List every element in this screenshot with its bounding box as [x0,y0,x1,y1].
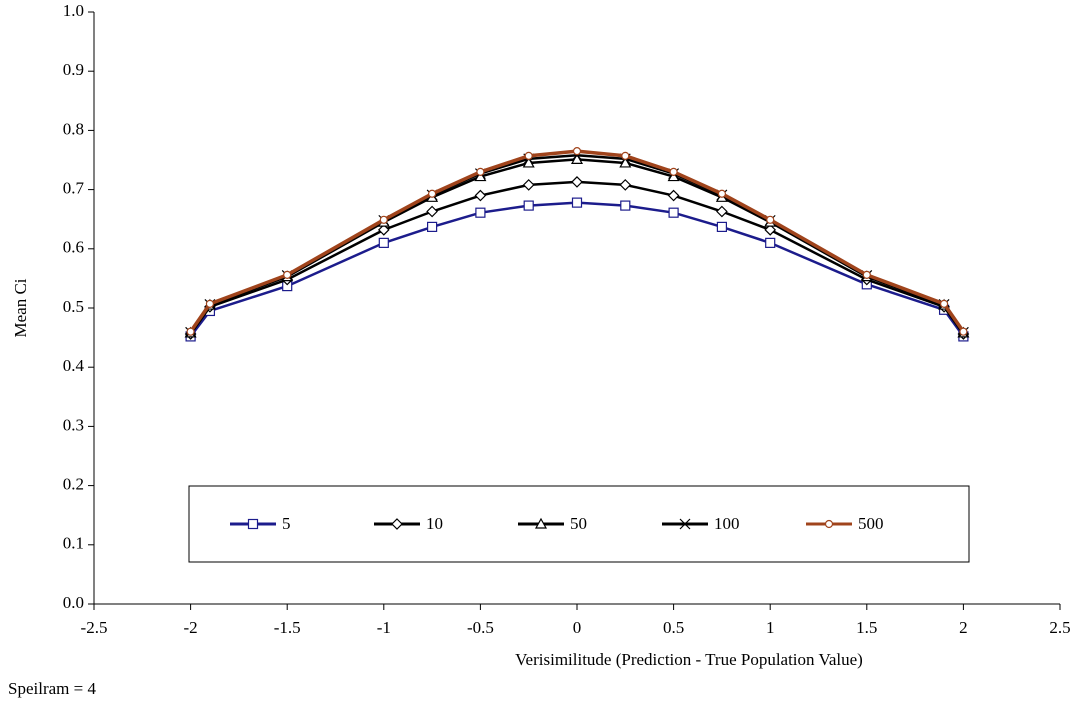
legend-label: 10 [426,514,443,533]
point [186,327,195,336]
point [667,189,680,202]
point [620,200,631,211]
legend-marker [247,518,259,530]
point [524,151,533,160]
legend-marker [824,519,834,529]
point [474,189,487,202]
point [205,299,215,308]
point [283,270,292,279]
x-tick-label: -2.5 [81,618,108,637]
point [378,237,389,248]
point [427,221,438,232]
point [522,179,535,191]
point [377,224,390,236]
point [619,156,632,168]
legend-marker [391,518,403,530]
y-tick-label: 0.5 [63,297,84,316]
legend-label: 50 [570,514,587,533]
point [522,156,535,168]
legend-marker [534,517,548,529]
point [669,167,678,176]
point [572,147,582,156]
point [426,205,438,218]
y-tick-label: 0.7 [63,179,85,198]
footnote: Speilram = 4 [8,679,96,698]
legend-label: 500 [858,514,884,533]
point [621,151,630,160]
point [939,299,949,308]
y-tick-label: 0.6 [63,238,84,257]
y-tick-label: 1.0 [63,1,84,20]
y-tick-label: 0.2 [63,475,84,494]
y-tick-label: 0.0 [63,593,84,612]
x-tick-label: 1 [766,618,775,637]
point [428,189,437,198]
x-tick-label: 0.5 [663,618,684,637]
x-tick-label: -2 [184,618,198,637]
x-tick-label: -1 [377,618,391,637]
point [716,221,728,232]
x-tick-label: -0.5 [467,618,494,637]
legend-label: 100 [714,514,740,533]
point [619,179,632,191]
point [475,207,486,218]
x-tick-label: 2.5 [1049,618,1070,637]
point [523,200,534,211]
x-tick-label: 1.5 [856,618,877,637]
y-tick-label: 0.9 [63,60,84,79]
point [571,176,583,188]
x-tick-label: -1.5 [274,618,301,637]
y-tick-label: 0.4 [63,356,85,375]
point [717,189,727,198]
point [379,215,388,224]
point [959,327,968,336]
point [765,237,776,248]
legend-label: 5 [282,514,291,533]
y-tick-label: 0.8 [63,119,84,138]
y-tick-label: 0.1 [63,534,84,553]
point [571,197,583,208]
y-axis-label: Mean Ci [11,278,30,337]
point [476,167,485,176]
x-tick-label: 0 [573,618,582,637]
legend-marker [679,518,691,530]
x-tick-label: 2 [959,618,968,637]
point [862,270,871,279]
point [570,153,584,165]
point [716,205,728,218]
x-axis-label: Verisimilitude (Prediction - True Popula… [515,650,863,669]
point [766,215,775,224]
y-tick-label: 0.3 [63,415,84,434]
point [764,224,777,236]
point [668,207,679,218]
